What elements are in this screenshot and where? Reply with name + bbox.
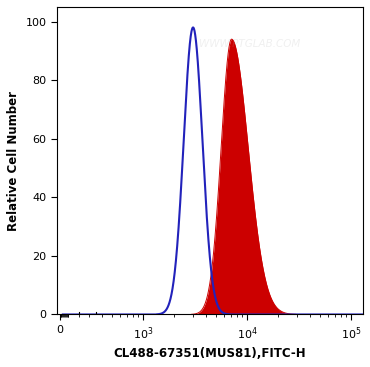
Text: WWW.PTGLAB.COM: WWW.PTGLAB.COM [199, 39, 300, 49]
Y-axis label: Relative Cell Number: Relative Cell Number [7, 91, 20, 231]
X-axis label: CL488-67351(MUS81),FITC-H: CL488-67351(MUS81),FITC-H [114, 347, 306, 360]
